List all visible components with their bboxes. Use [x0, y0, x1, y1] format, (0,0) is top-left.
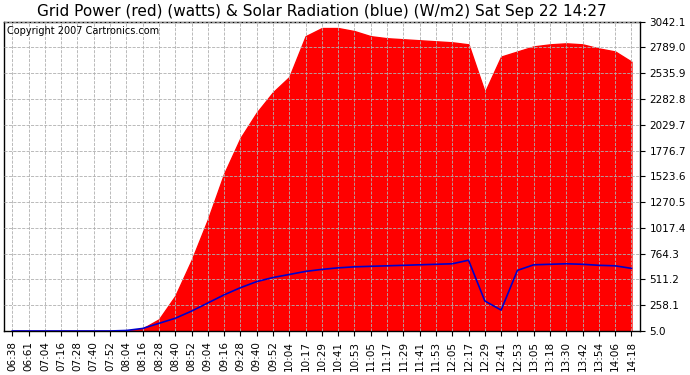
- Title: Grid Power (red) (watts) & Solar Radiation (blue) (W/m2) Sat Sep 22 14:27: Grid Power (red) (watts) & Solar Radiati…: [37, 4, 607, 19]
- Text: Copyright 2007 Cartronics.com: Copyright 2007 Cartronics.com: [8, 26, 159, 36]
